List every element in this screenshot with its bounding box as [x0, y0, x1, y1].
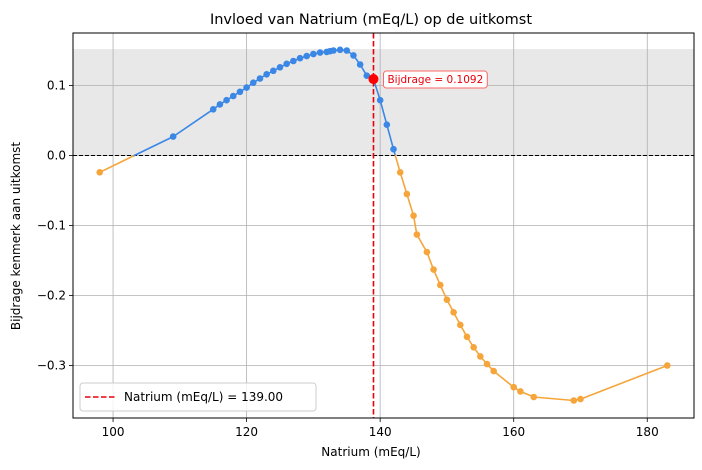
data-point	[410, 212, 417, 219]
data-point	[343, 47, 351, 54]
legend-entry-reference-line: Natrium (mEq/L) = 139.00	[124, 390, 283, 404]
data-point	[350, 52, 357, 59]
data-point	[276, 64, 284, 71]
y-tick-label: 0.0	[47, 149, 66, 163]
legend-box	[79, 382, 317, 412]
data-point	[430, 266, 437, 273]
annotation-label: Bijdrage = 0.1092	[387, 74, 483, 86]
series-segment	[406, 193, 415, 217]
data-point	[336, 46, 344, 54]
data-point	[413, 231, 421, 238]
data-point	[450, 309, 457, 316]
data-point	[570, 397, 578, 404]
highlight-annotation: Bijdrage = 0.1092	[382, 70, 488, 89]
data-point	[517, 388, 524, 395]
data-point	[396, 169, 404, 176]
data-point	[216, 101, 224, 108]
data-point	[169, 133, 177, 140]
data-point	[390, 145, 397, 153]
data-point	[663, 362, 671, 369]
series-segment	[172, 108, 215, 138]
series-segment	[532, 396, 575, 402]
data-point	[96, 169, 104, 176]
data-point	[483, 360, 491, 368]
data-point	[456, 321, 464, 329]
data-point	[376, 96, 384, 104]
data-point	[577, 395, 584, 403]
y-tick-label: −0.3	[37, 359, 66, 373]
data-point	[316, 49, 324, 56]
data-point	[236, 88, 244, 96]
data-point	[363, 72, 371, 79]
series-segment	[133, 135, 174, 157]
data-point	[510, 383, 518, 391]
x-axis-label: Natrium (mEq/L)	[321, 445, 420, 459]
data-point	[330, 47, 337, 54]
data-point	[423, 248, 431, 256]
y-axis-label: Bijdrage kenmerk aan uitkomst	[9, 142, 23, 330]
data-point	[283, 60, 290, 68]
data-point	[263, 71, 270, 78]
x-tick-label: 100	[102, 425, 125, 439]
data-point	[470, 344, 477, 351]
data-point	[209, 106, 217, 113]
data-point	[249, 79, 257, 86]
x-tick-label: 120	[235, 425, 258, 439]
data-point	[403, 190, 411, 198]
data-point	[256, 75, 264, 82]
series-segment	[416, 233, 428, 253]
shaded-band	[73, 49, 694, 156]
series-segment	[492, 370, 515, 389]
data-point	[383, 121, 391, 128]
x-tick-label: 160	[502, 425, 525, 439]
data-point	[477, 353, 484, 360]
data-point	[356, 61, 364, 68]
legend: Natrium (mEq/L) = 139.00	[79, 382, 317, 412]
data-point	[290, 57, 297, 65]
data-point	[270, 67, 277, 75]
series-segment	[98, 154, 136, 174]
data-point	[296, 54, 304, 62]
highlight-point	[368, 74, 379, 85]
y-tick-label: 0.1	[47, 79, 66, 93]
data-point	[303, 52, 311, 60]
x-tick-label: 180	[636, 425, 659, 439]
data-point	[310, 50, 317, 58]
data-point	[243, 84, 250, 91]
series-segment	[579, 364, 669, 400]
data-point	[463, 333, 471, 341]
series-segment	[386, 123, 395, 150]
annotation-box	[382, 70, 488, 89]
data-point	[229, 92, 237, 100]
series-segment	[399, 171, 408, 195]
data-point	[443, 296, 451, 304]
y-tick-label: −0.2	[37, 289, 66, 303]
data-point	[530, 393, 538, 401]
data-point	[436, 281, 444, 289]
series-segment	[379, 99, 388, 126]
data-point	[490, 367, 497, 375]
x-tick-label: 140	[369, 425, 392, 439]
y-tick-label: −0.1	[37, 219, 66, 233]
chart-title: Invloed van Natrium (mEq/L) op de uitkom…	[210, 12, 532, 28]
data-point	[223, 96, 230, 104]
